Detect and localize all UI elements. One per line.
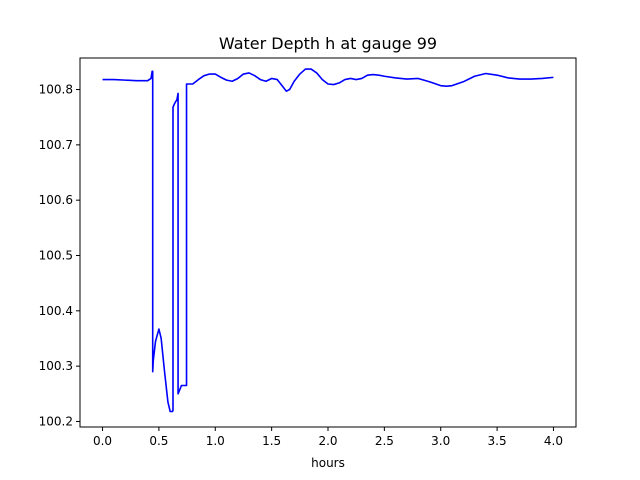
y-tick-label: 100.2 <box>39 414 73 428</box>
y-tick-label: 100.5 <box>39 249 73 263</box>
x-tick-label: 3.0 <box>431 434 450 448</box>
y-tick-label: 100.7 <box>39 138 73 152</box>
x-axis: 0.0 0.5 1.0 1.5 2.0 2.5 3.0 3.5 4.0 <box>93 427 563 448</box>
x-tick-label: 4.0 <box>544 434 563 448</box>
y-tick-label: 100.6 <box>39 193 73 207</box>
y-tick-label: 100.4 <box>39 304 73 318</box>
x-tick-label: 1.0 <box>206 434 225 448</box>
chart-title: Water Depth h at gauge 99 <box>219 34 437 53</box>
y-tick-label: 100.3 <box>39 359 73 373</box>
series-line <box>102 68 554 413</box>
y-axis: 100.2 100.3 100.4 100.5 100.6 100.7 100.8 <box>39 83 80 428</box>
x-tick-label: 0.5 <box>149 434 168 448</box>
x-axis-label: hours <box>311 456 345 470</box>
x-tick-label: 0.0 <box>93 434 112 448</box>
x-tick-label: 3.5 <box>488 434 507 448</box>
y-tick-label: 100.8 <box>39 83 73 97</box>
x-tick-label: 1.5 <box>262 434 281 448</box>
x-tick-label: 2.0 <box>318 434 337 448</box>
x-tick-label: 2.5 <box>375 434 394 448</box>
